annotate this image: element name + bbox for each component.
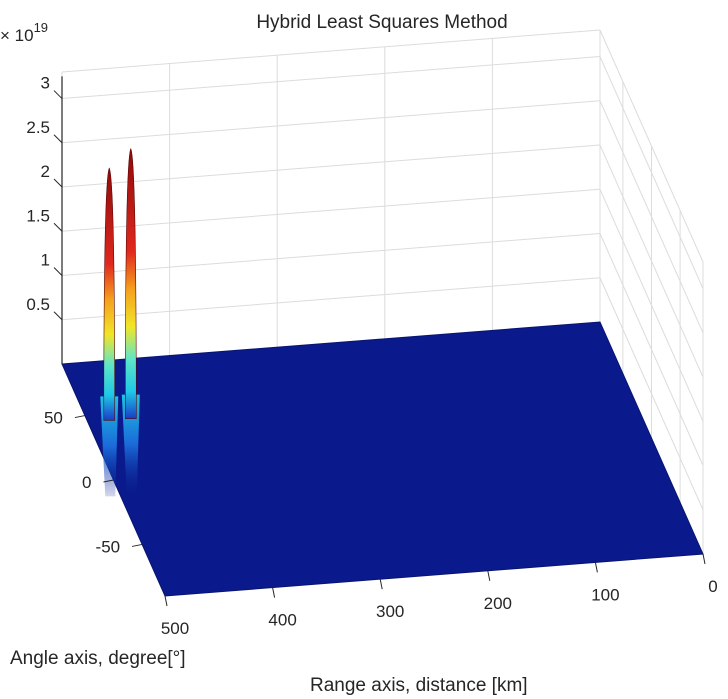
z-tick-mark	[53, 311, 63, 321]
x-tick-mark	[702, 553, 706, 565]
x-tick-label: 400	[268, 611, 296, 630]
chart-title: Hybrid Least Squares Method	[256, 12, 507, 33]
x-tick-mark	[379, 579, 383, 590]
y-axis-label: Angle axis, degree[°]	[10, 648, 186, 669]
x-tick-mark	[594, 562, 598, 573]
floor-layer	[61, 321, 704, 597]
z-tick-label: 3	[41, 74, 50, 93]
y-tick-label: 0	[82, 473, 91, 492]
peak-skirt-2	[121, 394, 140, 495]
x-tick-label: 100	[591, 585, 619, 604]
back-grid	[61, 29, 704, 554]
y-tick-mark	[74, 415, 85, 419]
x-tick-mark	[272, 587, 276, 598]
x-tick-label: 300	[376, 602, 404, 621]
x-tick-label: 200	[484, 594, 512, 613]
y-tick-mark	[103, 479, 114, 483]
z-tick-label: 1.5	[26, 206, 50, 225]
z-tick-label: 2.5	[26, 118, 50, 137]
back-grid-horizontal	[61, 144, 601, 188]
exponent-power: 19	[34, 20, 48, 35]
surface-floor	[61, 321, 704, 597]
y-tick-label: 50	[44, 409, 63, 428]
x-tick-mark	[487, 570, 491, 581]
peak-layer	[100, 148, 140, 497]
z-tick-mark	[53, 90, 63, 99]
y-tick-mark	[132, 543, 143, 547]
back-grid-horizontal	[61, 188, 601, 232]
x-axis-label: Range axis, distance [km]	[310, 675, 528, 696]
peak-1	[103, 167, 116, 421]
peak-skirt-1	[100, 396, 119, 497]
z-tick-mark	[53, 222, 63, 232]
peak-2	[124, 148, 137, 419]
x-tick-mark	[164, 595, 168, 607]
back-grid-horizontal	[61, 100, 601, 144]
y-tick-label: -50	[96, 537, 121, 556]
exponent-base: × 10	[0, 26, 34, 45]
z-tick-label: 2	[41, 162, 50, 181]
back-wall-top	[61, 29, 601, 73]
z-tick-mark	[53, 134, 63, 144]
z-tick-mark	[53, 178, 63, 188]
z-tick-label: 0.5	[26, 295, 50, 314]
exponent-label: × 1019	[0, 20, 48, 45]
z-tick-label: 1	[41, 251, 50, 270]
x-tick-label: 0	[708, 577, 717, 596]
back-grid-horizontal	[61, 277, 601, 321]
back-grid-horizontal	[61, 56, 601, 100]
x-tick-label: 500	[161, 619, 189, 638]
z-tick-mark	[53, 267, 63, 276]
back-grid-horizontal	[61, 233, 601, 277]
